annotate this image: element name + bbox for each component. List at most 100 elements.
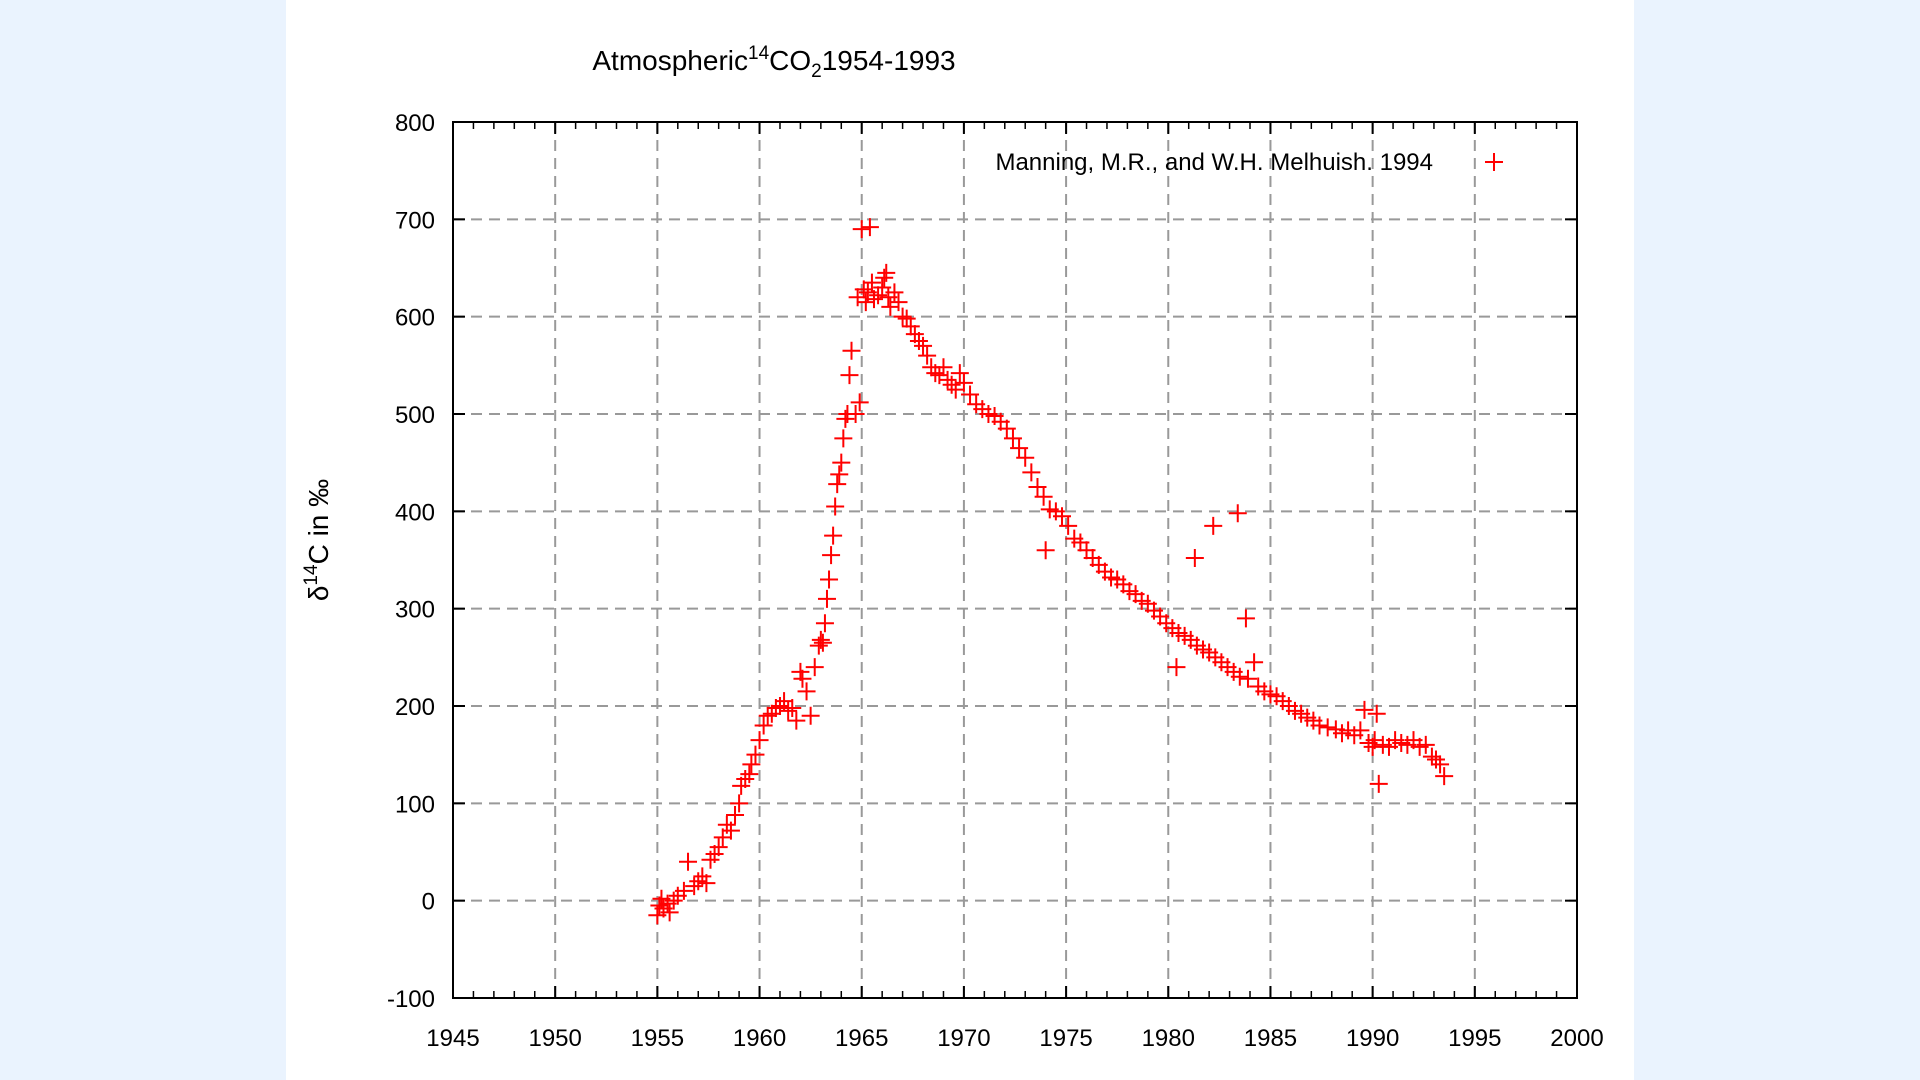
x-tick-label: 1985 bbox=[1244, 1025, 1297, 1052]
y-tick-label: 500 bbox=[395, 402, 435, 429]
data-point bbox=[740, 765, 759, 784]
y-tick-label: 300 bbox=[395, 597, 435, 624]
x-tick-label: 2000 bbox=[1550, 1025, 1603, 1052]
data-point bbox=[779, 701, 798, 720]
data-point bbox=[846, 405, 865, 423]
data-point bbox=[897, 309, 916, 328]
data-point bbox=[1416, 735, 1435, 754]
data-point bbox=[1230, 667, 1249, 686]
data-point bbox=[758, 706, 777, 725]
data-point bbox=[875, 268, 894, 287]
data-point bbox=[1228, 504, 1247, 523]
data-point bbox=[938, 370, 957, 389]
data-point bbox=[1003, 429, 1022, 448]
x-tick-label: 1955 bbox=[631, 1025, 684, 1052]
data-point bbox=[736, 770, 755, 788]
data-point bbox=[1036, 541, 1055, 560]
x-tick-label: 1990 bbox=[1346, 1025, 1399, 1052]
data-point bbox=[877, 263, 896, 282]
data-point bbox=[813, 633, 832, 652]
data-point bbox=[770, 697, 789, 715]
y-tick-label: 400 bbox=[395, 499, 435, 526]
data-point bbox=[1059, 516, 1078, 535]
data-point bbox=[817, 589, 836, 608]
data-point bbox=[834, 429, 853, 448]
x-tick-label: 1945 bbox=[426, 1025, 479, 1052]
y-tick-label: 700 bbox=[395, 207, 435, 234]
plot-frame bbox=[452, 121, 1578, 999]
data-point bbox=[697, 874, 716, 893]
data-point bbox=[793, 669, 812, 688]
data-point bbox=[961, 385, 980, 404]
data-point bbox=[660, 903, 679, 922]
data-point bbox=[942, 375, 961, 394]
data-point bbox=[815, 614, 834, 633]
data-point bbox=[885, 283, 904, 302]
data-point bbox=[824, 526, 843, 545]
data-point bbox=[1351, 721, 1370, 740]
data-point bbox=[1435, 767, 1454, 786]
data-point bbox=[1431, 755, 1450, 774]
x-tick-label: 1970 bbox=[937, 1025, 990, 1052]
data-point bbox=[664, 891, 683, 910]
data-point bbox=[1238, 669, 1257, 688]
data-point bbox=[889, 293, 908, 312]
data-point bbox=[950, 364, 969, 383]
data-point bbox=[856, 293, 875, 312]
x-tick-label: 1980 bbox=[1142, 1025, 1195, 1052]
data-point bbox=[873, 278, 892, 297]
x-tick-label: 1975 bbox=[1039, 1025, 1092, 1052]
data-point bbox=[826, 497, 845, 516]
data-point bbox=[801, 706, 820, 725]
data-point bbox=[805, 658, 824, 677]
data-point bbox=[901, 317, 920, 336]
data-point bbox=[787, 711, 806, 730]
data-point bbox=[726, 806, 745, 825]
data-point bbox=[820, 570, 839, 589]
data-point bbox=[997, 419, 1016, 438]
data-point bbox=[852, 220, 871, 239]
data-point bbox=[674, 881, 693, 900]
data-point bbox=[1016, 448, 1035, 467]
data-points bbox=[648, 218, 1454, 925]
data-point bbox=[742, 755, 761, 774]
y-tick-label: 0 bbox=[422, 889, 435, 916]
data-point bbox=[1053, 507, 1072, 526]
legend-label: Manning, M.R., and W.H. Melhuish. 1994 bbox=[995, 149, 1433, 176]
data-point bbox=[836, 409, 855, 428]
data-point bbox=[721, 821, 740, 840]
grid-lines bbox=[453, 122, 1577, 998]
y-tick-label: 600 bbox=[395, 305, 435, 332]
data-point bbox=[828, 475, 847, 494]
x-tick-label: 1995 bbox=[1448, 1025, 1501, 1052]
x-tick-labels: 1945 1950 1955 1960 1965 1970 1975 1980 1985 1990… bbox=[426, 1025, 1603, 1052]
data-point bbox=[893, 307, 912, 326]
data-point bbox=[954, 373, 973, 392]
data-point bbox=[1245, 653, 1264, 672]
data-point bbox=[918, 346, 937, 365]
data-point bbox=[860, 218, 879, 237]
x-tick-label: 1950 bbox=[528, 1025, 581, 1052]
data-point bbox=[1034, 487, 1053, 506]
data-point bbox=[679, 852, 698, 871]
data-point bbox=[1204, 516, 1223, 535]
data-point bbox=[840, 366, 859, 385]
data-point bbox=[930, 366, 949, 385]
data-point bbox=[1369, 774, 1388, 793]
data-point bbox=[842, 341, 861, 360]
data-point bbox=[1318, 718, 1337, 737]
data-point bbox=[730, 794, 749, 813]
data-point bbox=[864, 290, 883, 309]
data-point bbox=[869, 286, 888, 305]
y-tick-label: 200 bbox=[395, 694, 435, 721]
x-tick-label: 1965 bbox=[835, 1025, 888, 1052]
y-axis-label: δ14C in ‰ bbox=[301, 479, 334, 601]
data-point bbox=[1367, 704, 1386, 723]
y-tick-label: 100 bbox=[395, 791, 435, 818]
data-point bbox=[862, 273, 881, 292]
data-point bbox=[811, 630, 830, 649]
data-point bbox=[1028, 478, 1047, 496]
data-point bbox=[746, 745, 765, 764]
data-point bbox=[1185, 549, 1204, 568]
data-point bbox=[914, 336, 933, 355]
